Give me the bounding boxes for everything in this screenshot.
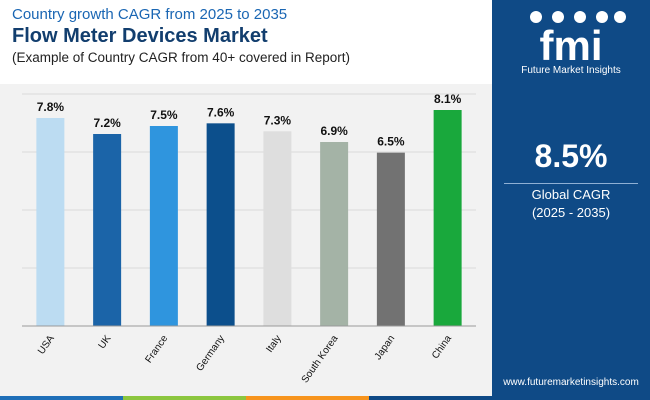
data-label: 7.5% [150, 108, 178, 122]
chart-note: (Example of Country CAGR from 40+ covere… [12, 50, 351, 65]
bottom-bar-segment [0, 396, 123, 400]
data-label: 7.6% [207, 105, 235, 119]
brand-name: Future Market Insights [521, 65, 621, 76]
logo-wordmark: fmi [540, 22, 603, 66]
bar-chart: 7.8% USA 7.2% UK 7.5% France 7.6% Germany 7.3% It… [22, 92, 476, 385]
bar-japan [376, 152, 405, 326]
data-label: 6.9% [320, 124, 348, 138]
x-tick-label: Italy [264, 333, 284, 354]
bar-china [433, 110, 462, 326]
data-label: 8.1% [434, 92, 462, 106]
website-url[interactable]: www.futuremarketinsights.com [503, 377, 639, 388]
global-cagr-label: Global CAGR [531, 187, 611, 202]
bottom-color-bar [0, 396, 492, 400]
bar-france [149, 126, 178, 326]
x-tick-label: China [430, 333, 454, 361]
bar-usa [36, 118, 65, 326]
bottom-bar-segment [246, 396, 369, 400]
side-panel: fmi Future Market Insights 8.5% Global C… [492, 0, 650, 400]
global-cagr-value: 8.5% [534, 138, 608, 174]
data-label: 6.5% [377, 135, 405, 149]
x-tick-label: France [143, 333, 170, 365]
data-label: 7.8% [37, 100, 65, 114]
bottom-bar-segment [123, 396, 246, 400]
bar-uk [93, 134, 122, 326]
chart-title: Flow Meter Devices Market [12, 25, 268, 47]
chart-header: Country growth CAGR from 2025 to 2035 Fl… [0, 0, 492, 80]
bottom-bar-segment [369, 396, 492, 400]
chart-plot-background [0, 84, 492, 396]
fmi-logo: fmi Future Market Insights [510, 8, 632, 76]
bar-south-korea [320, 142, 349, 326]
x-tick-label: South Korea [300, 333, 341, 385]
x-tick-label: Japan [373, 333, 398, 362]
x-tick-label: UK [97, 333, 114, 351]
data-label: 7.3% [264, 113, 292, 127]
chart-subtitle: Country growth CAGR from 2025 to 2035 [12, 6, 288, 23]
x-tick-label: Germany [194, 333, 227, 373]
global-cagr-period: (2025 - 2035) [531, 205, 611, 220]
data-label: 7.2% [93, 116, 121, 130]
bar-italy [263, 131, 292, 326]
divider [504, 183, 638, 184]
bar-germany [206, 123, 235, 326]
x-tick-label: USA [36, 333, 57, 356]
